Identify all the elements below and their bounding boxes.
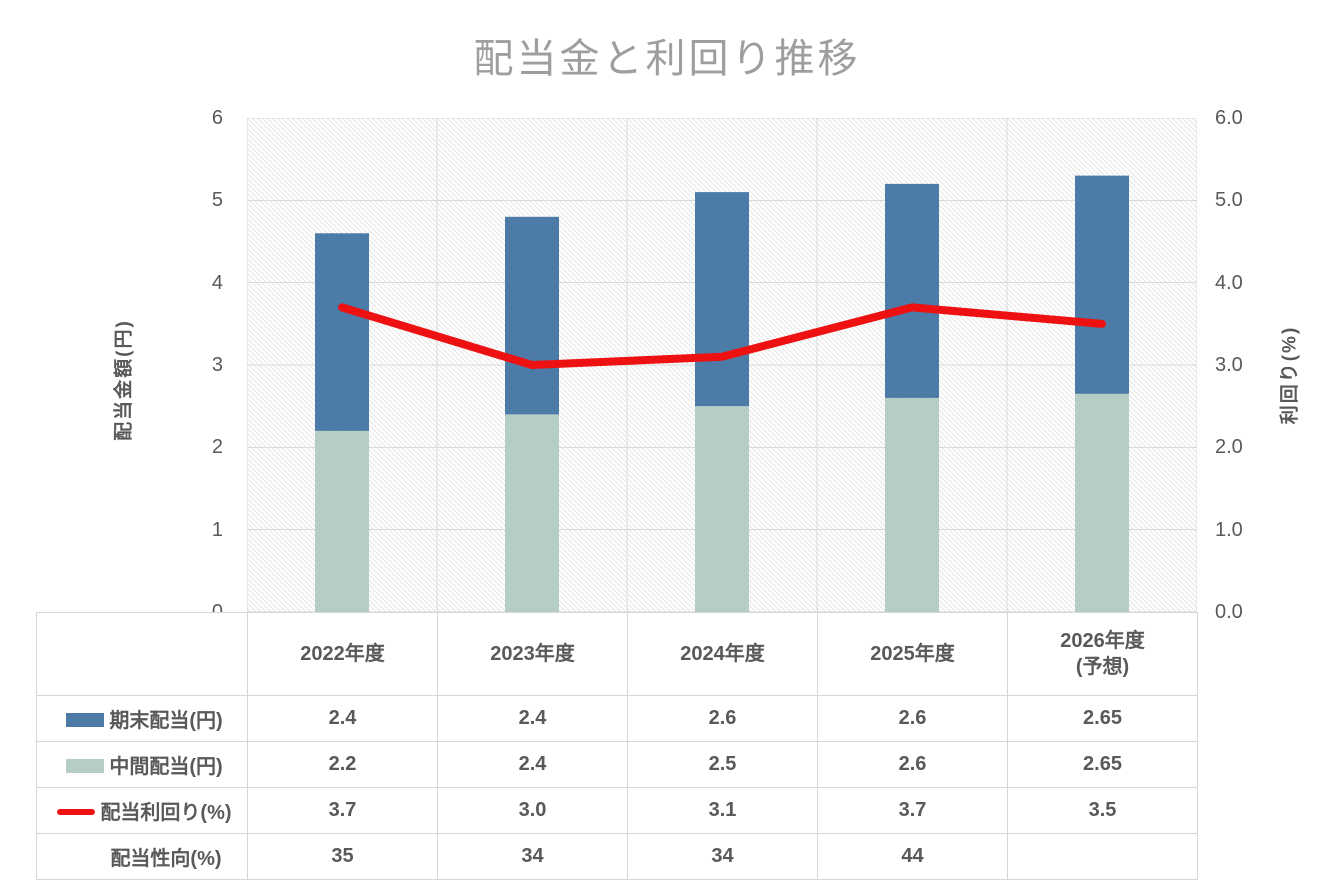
line-red-legend-swatch <box>57 808 96 815</box>
table-value-cell: 3.5 <box>1007 787 1198 834</box>
right-axis-tick-label: 6.0 <box>1215 107 1243 129</box>
no-swatch-spacer <box>67 851 105 865</box>
right-axis-title: 利回り(%) <box>1279 325 1301 425</box>
left-axis-tick-label: 6 <box>211 107 223 129</box>
table-value-cell: 3.0 <box>437 787 628 834</box>
right-axis-tick-label: 1.0 <box>1215 518 1243 541</box>
table-value-cell: 44 <box>817 833 1008 880</box>
chart-title: 配当金と利回り推移 <box>473 37 861 81</box>
series-name: 配当利回り(%) <box>100 802 232 824</box>
table-value-cell: 3.1 <box>627 787 818 834</box>
left-axis-tick-label: 3 <box>211 354 223 376</box>
left-axis-tick-label: 2 <box>211 436 223 459</box>
table-value-cell: 2.6 <box>817 741 1008 788</box>
category-label: 2023年度 <box>437 612 628 696</box>
right-axis-tick-label: 4.0 <box>1215 271 1243 294</box>
category-label: 2025年度 <box>817 612 1008 696</box>
bar-green-legend-swatch <box>66 758 105 773</box>
table-value-cell: 2.6 <box>627 695 818 742</box>
row-header-label: 中間配当(円) <box>36 741 248 788</box>
table-row: 配当性向(%) 35 34 34 44 <box>36 833 1198 880</box>
table-value-cell: 2.4 <box>437 695 628 742</box>
table-value-cell: 2.4 <box>247 695 438 742</box>
table-value-cell: 2.2 <box>247 741 438 788</box>
left-axis-title: 配当金額(円) <box>113 319 135 441</box>
series-name: 期末配当(円) <box>109 710 223 732</box>
right-axis-tick-label: 5.0 <box>1215 189 1243 212</box>
final-dividend-bar <box>885 183 939 398</box>
table-value-cell: 3.7 <box>817 787 1008 834</box>
table-value-cell: 2.5 <box>627 741 818 788</box>
table-row: 配当利回り(%) 3.7 3.0 3.1 3.7 3.5 <box>36 787 1198 834</box>
table-value-cell: 34 <box>627 833 818 880</box>
left-axis-tick-label: 4 <box>211 271 223 294</box>
series-name: 配当性向(%) <box>110 848 222 870</box>
row-header-label: 配当性向(%) <box>36 833 248 880</box>
final-dividend-bar <box>315 233 369 431</box>
right-axis-tick-label: 0.0 <box>1215 601 1243 623</box>
table-value-cell: 2.6 <box>817 695 1008 742</box>
table-value-cell: 2.65 <box>1007 695 1198 742</box>
plot-area <box>247 118 1197 612</box>
category-label: 2022年度 <box>247 612 438 696</box>
dividend-data-table: 2022年度 2023年度 2024年度 2025年度 2026年度 (予想) 期末配当(… <box>36 612 1198 880</box>
table-value-cell: 35 <box>247 833 438 880</box>
table-value-cell: 3.7 <box>247 787 438 834</box>
dividend-yield-line <box>338 303 1106 369</box>
interim-dividend-bar <box>1075 393 1129 612</box>
row-header-label: 配当利回り(%) <box>36 787 248 834</box>
final-dividend-bar <box>695 192 749 407</box>
interim-dividend-bar <box>315 430 369 612</box>
interim-dividend-bar <box>885 397 939 612</box>
table-row: 期末配当(円) 2.4 2.4 2.6 2.6 2.65 <box>36 695 1198 742</box>
left-axis-tick-label: 1 <box>211 518 223 541</box>
final-dividend-bar <box>505 216 559 415</box>
category-label: 2026年度 (予想) <box>1007 612 1198 696</box>
table-value-cell: 34 <box>437 833 628 880</box>
final-dividend-bar <box>1075 175 1129 394</box>
table-value-cell: 2.65 <box>1007 741 1198 788</box>
category-header-row: 2022年度 2023年度 2024年度 2025年度 2026年度 (予想) <box>36 612 1198 696</box>
right-axis-tick-label: 3.0 <box>1215 354 1243 376</box>
interim-dividend-bar <box>505 414 559 612</box>
table-value-cell: 2.4 <box>437 741 628 788</box>
series-name: 中間配当(円) <box>109 756 223 778</box>
table-value-cell <box>1007 833 1198 880</box>
table-corner-blank <box>36 612 248 696</box>
interim-dividend-bar <box>695 406 749 612</box>
table-row: 中間配当(円) 2.2 2.4 2.5 2.6 2.65 <box>36 741 1198 788</box>
left-axis-tick-label: 5 <box>211 189 223 212</box>
category-label: 2024年度 <box>627 612 818 696</box>
bar-blue-legend-swatch <box>66 712 105 727</box>
right-axis-tick-label: 2.0 <box>1215 436 1243 459</box>
row-header-label: 期末配当(円) <box>36 695 248 742</box>
